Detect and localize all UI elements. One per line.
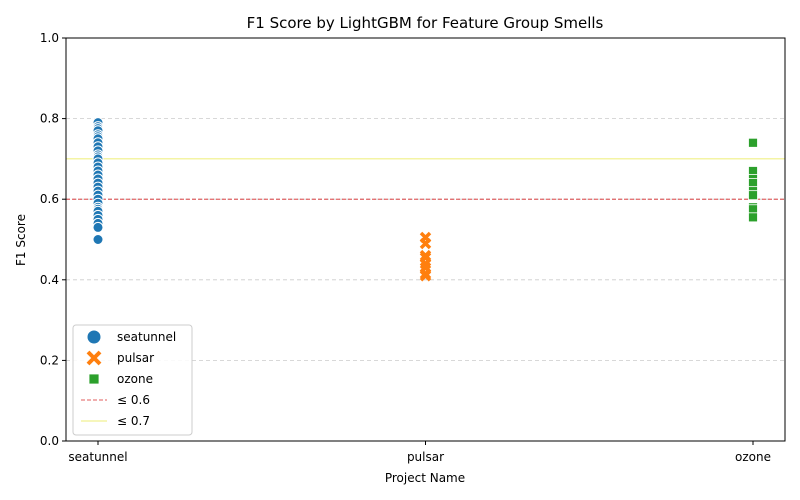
legend-label: ≤ 0.6 <box>117 393 150 407</box>
y-tick-label: 0.4 <box>40 273 59 287</box>
square-point <box>748 212 758 223</box>
square-point <box>748 137 758 148</box>
legend: seatunnel pulsar ozone ≤ 0.6 ≤ 0.7 <box>72 324 193 436</box>
legend-box <box>72 324 193 436</box>
circle-point <box>92 234 104 245</box>
x-tick-label: seatunnel <box>68 450 127 464</box>
y-tick-label: 1.0 <box>40 31 59 45</box>
chart-title: F1 Score by LightGBM for Feature Group S… <box>247 14 604 32</box>
legend-label: ozone <box>117 372 153 386</box>
x-tick-label: pulsar <box>407 450 444 464</box>
square-point <box>748 190 758 201</box>
x-point <box>86 350 102 366</box>
x-point <box>419 270 432 282</box>
square-point <box>88 373 100 385</box>
x-point <box>419 237 432 250</box>
x-axis-label: Project Name <box>385 471 465 485</box>
y-tick-label: 0.8 <box>40 112 59 126</box>
square-point <box>748 204 758 215</box>
square-point <box>748 166 758 176</box>
square-point <box>748 178 758 188</box>
y-axis-label: F1 Score <box>14 214 28 266</box>
x-tick-label: ozone <box>735 450 771 464</box>
legend-label: seatunnel <box>117 330 176 344</box>
x-axis-ticks: seatunnel pulsar ozone <box>68 441 771 464</box>
circle-point <box>86 329 102 345</box>
legend-label: ≤ 0.7 <box>117 414 150 428</box>
circle-point <box>92 221 104 233</box>
y-tick-label: 0.2 <box>40 353 59 367</box>
y-tick-label: 0.6 <box>40 192 59 206</box>
data-points <box>92 117 758 282</box>
y-axis-ticks: 0.0 0.2 0.4 0.6 0.8 1.0 <box>40 31 66 448</box>
y-tick-label: 0.0 <box>40 434 59 448</box>
legend-label: pulsar <box>117 351 154 365</box>
reference-lines <box>66 158 785 200</box>
